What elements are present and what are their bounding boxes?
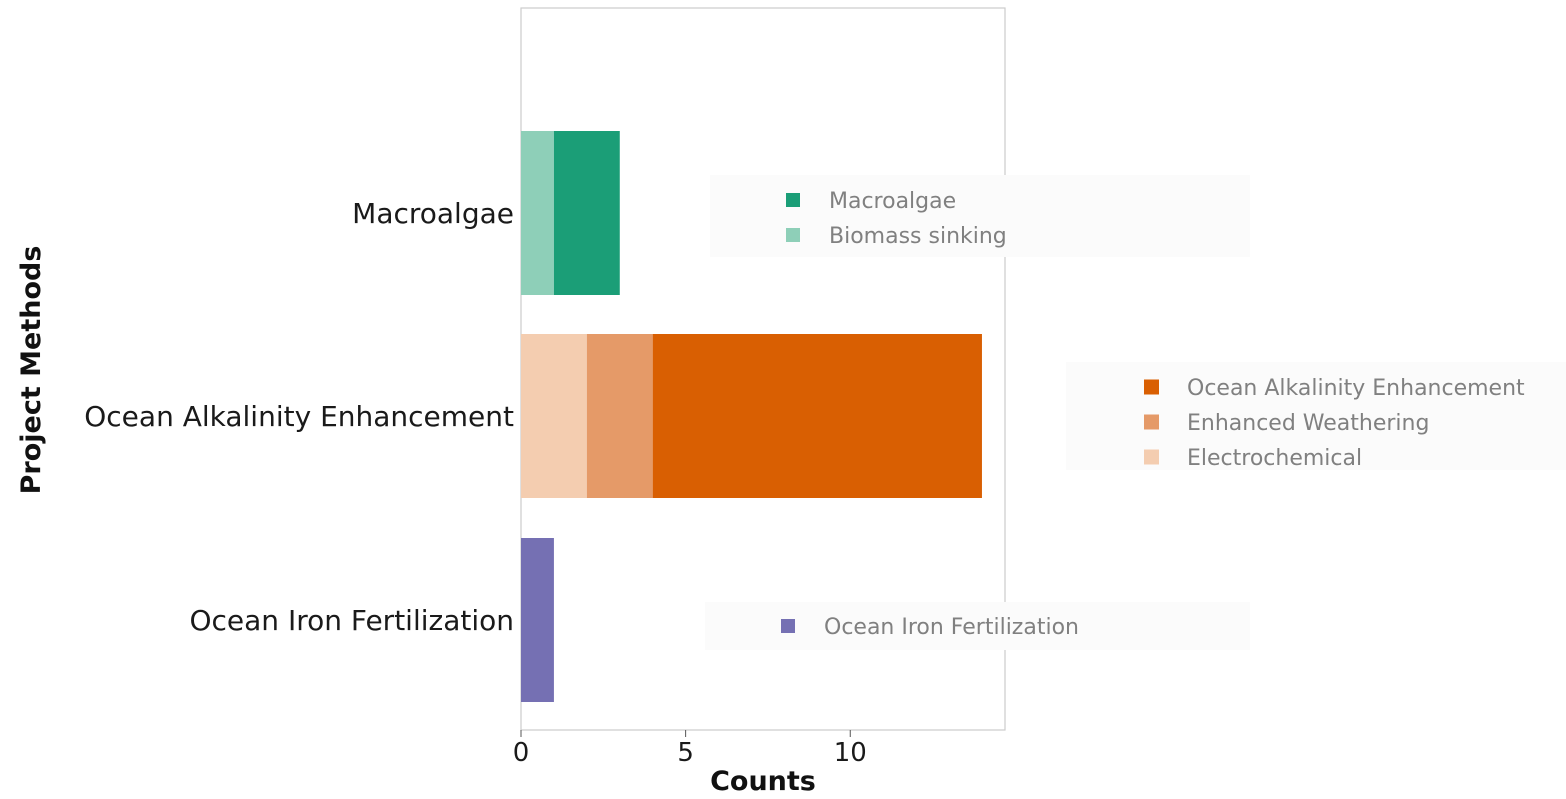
bar-ocean-alkalinity-enhancement-electrochemical	[521, 334, 587, 498]
legend-macroalgae: Macroalgae Biomass sinking	[710, 175, 1250, 257]
x-tick-label-5: 5	[677, 738, 694, 768]
legend-label-ocean-alkalinity-enhancement: Ocean Alkalinity Enhancement	[1187, 376, 1525, 401]
legend-background	[705, 602, 1250, 650]
legend-swatch-electrochemical	[1144, 449, 1159, 465]
x-axis-ticks: 0 5 10	[513, 730, 867, 768]
category-label-macroalgae: Macroalgae	[352, 197, 514, 230]
legend-background	[710, 175, 1250, 257]
legend-label-biomass-sinking: Biomass sinking	[829, 224, 1007, 249]
legend-ocean-iron-fertilization: Ocean Iron Fertilization	[705, 602, 1250, 650]
bar-macroalgae-macroalgae	[553, 131, 620, 295]
legend-label-enhanced-weathering: Enhanced Weathering	[1187, 411, 1429, 436]
legends-group: Macroalgae Biomass sinking Ocean Alkalinit…	[705, 175, 1566, 650]
bar-ocean-alkalinity-enhancement-enhanced-weathering	[586, 334, 653, 498]
bar-ocean-alkalinity-enhancement-ocean-alkalinity-enhancement	[652, 334, 982, 498]
category-label-ocean-iron-fertilization: Ocean Iron Fertilization	[189, 604, 514, 637]
bars-group	[521, 131, 982, 702]
bar-ocean-iron-fertilization-ocean-iron-fertilization	[521, 538, 554, 702]
legend-ocean-alkalinity-enhancement: Ocean Alkalinity Enhancement Enhanced Wea…	[1066, 362, 1566, 471]
x-tick-label-0: 0	[513, 738, 530, 768]
legend-label-electrochemical: Electrochemical	[1187, 446, 1362, 471]
legend-swatch-ocean-iron-fertilization	[781, 619, 795, 633]
category-label-ocean-alkalinity-enhancement: Ocean Alkalinity Enhancement	[84, 400, 514, 433]
x-axis-title: Counts	[710, 766, 816, 797]
y-axis-title: Project Methods	[16, 246, 47, 495]
legend-swatch-macroalgae	[786, 193, 800, 207]
legend-swatch-ocean-alkalinity-enhancement	[1144, 379, 1159, 395]
bar-macroalgae-biomass-sinking	[521, 131, 554, 295]
legend-label-ocean-iron-fertilization: Ocean Iron Fertilization	[824, 615, 1079, 640]
x-tick-label-10: 10	[834, 738, 867, 768]
legend-swatch-enhanced-weathering	[1144, 414, 1159, 430]
category-labels: Macroalgae Ocean Alkalinity Enhancement Oc…	[84, 197, 514, 637]
legend-swatch-biomass-sinking	[786, 228, 800, 242]
legend-label-macroalgae: Macroalgae	[829, 189, 956, 214]
